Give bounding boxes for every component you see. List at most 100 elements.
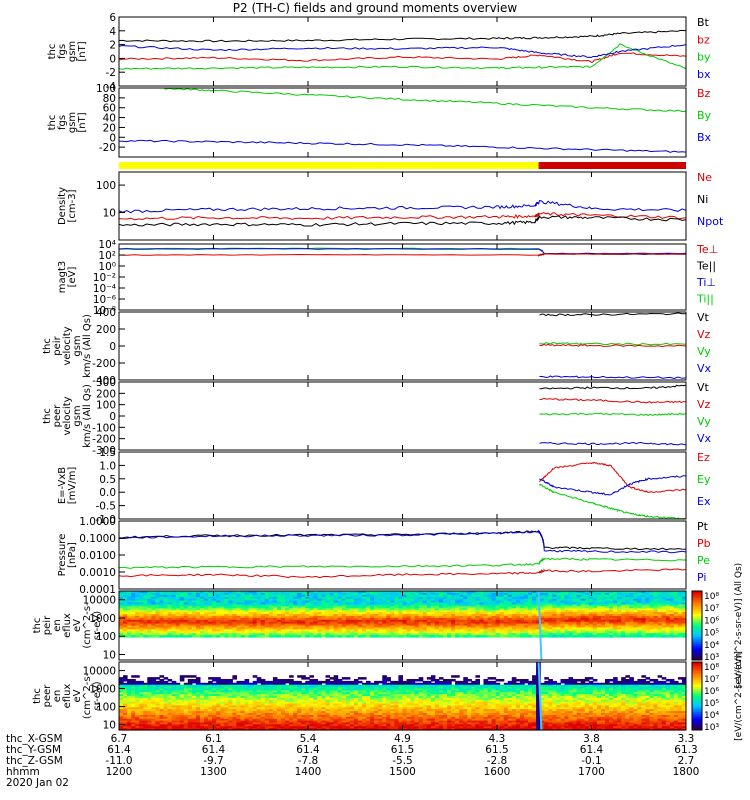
panel-10-spectrogram-cell [374, 596, 379, 600]
panel-10-spectrogram-cell [357, 602, 363, 605]
panel-10-spectrogram-cell [281, 615, 286, 619]
panel-11-spectrogram-cell [167, 720, 173, 724]
panel-10-spectrogram-cell [135, 612, 140, 615]
panel-11-spectrogram-cell [139, 703, 144, 707]
panel-10-spectrogram-cell [163, 633, 169, 636]
panel-10-spectrogram-cell [645, 596, 651, 600]
panel-10-spectrogram-cell [228, 598, 233, 602]
panel-10-spectrogram-cell [621, 633, 626, 636]
panel-10-spectrogram-cell [390, 635, 395, 638]
panel-11-spectrogram-cell [301, 686, 306, 690]
panel-10-spectrogram-cell [588, 627, 594, 630]
panel-10-spectrogram-cell [438, 625, 444, 628]
panel-10-spectrogram-cell [337, 592, 343, 596]
panel-11-spectrogram-cell [293, 705, 298, 708]
panel-11-spectrogram-cell [297, 707, 302, 710]
panel-11-spectrogram-cell [220, 726, 225, 729]
panel-10-spectrogram-cell [309, 635, 314, 638]
panel-10-spectrogram-cell [455, 591, 460, 594]
panel-2-ytick-label: 100 [96, 83, 116, 95]
panel-10-spectrogram-cell [374, 598, 379, 602]
panel-11-spectrogram-cell [293, 720, 298, 724]
panel-10-spectrogram-cell [349, 621, 355, 625]
panel-11-spectrogram-cell [224, 701, 229, 705]
panel-10-spectrogram-cell [528, 615, 533, 619]
panel-10-spectrogram-cell [329, 596, 335, 600]
panel-11-spectrogram-cell [309, 709, 314, 712]
panel-10-spectrogram-cell [406, 592, 412, 596]
panel-10-spectrogram-cell [653, 614, 659, 617]
panel-10-spectrogram-cell [305, 625, 310, 628]
panel-11-spectrogram-cell [131, 692, 136, 695]
panel-10-spectrogram-cell [252, 596, 258, 600]
panel-10-spectrogram-cell [187, 614, 193, 617]
panel-10-spectrogram-cell [301, 592, 306, 596]
panel-10-spectrogram-cell [131, 631, 136, 634]
panel-10-spectrogram-cell [532, 619, 537, 623]
panel-10-spectrogram-cell [677, 625, 683, 628]
panel-10-spectrogram-cell [613, 610, 618, 613]
panel-11-spectrogram-cell [119, 728, 124, 731]
panel-10-spectrogram-cell [204, 621, 209, 625]
panel-10-spectrogram-cell [216, 633, 221, 636]
panel-11-spectrogram-cell [187, 697, 193, 701]
panel-10-spectrogram-cell [268, 592, 274, 596]
panel-11-spectrogram-cell [216, 694, 221, 697]
panel-11-spectrogram-cell [139, 709, 144, 712]
panel-11-spectrogram-cell [264, 728, 270, 731]
panel-10-spectrogram-cell [321, 602, 327, 605]
panel-10-spectrogram-cell [576, 594, 582, 598]
panel-11-spectrogram-cell [272, 682, 278, 686]
panel-10-spectrogram-cell [596, 598, 602, 602]
panel-11-spectrogram-cell [305, 696, 310, 699]
panel-10-spectrogram-cell [467, 633, 472, 636]
panel-10-spectrogram-cell [349, 623, 355, 627]
panel-11-spectrogram-cell [313, 686, 318, 690]
panel-10-spectrogram-cell [657, 608, 663, 611]
panel-10-spectrogram-cell [653, 602, 659, 605]
panel-10-spectrogram-cell [204, 602, 209, 605]
panel-5-legend-te: Te⊥ [696, 243, 718, 256]
panel-11-spectrogram-cell [183, 711, 189, 714]
panel-10-spectrogram-cell [613, 606, 618, 609]
panel-10-spectrogram-cell [195, 627, 201, 630]
panel-10-spectrogram-cell [451, 598, 456, 602]
panel-10-spectrogram-cell [483, 608, 489, 611]
panel-11-spectrogram-cell [135, 682, 140, 686]
panel-11-spectrogram-cell [240, 720, 246, 724]
panel-11-spectrogram-cell [305, 682, 310, 686]
panel-11-spectrogram-cell [276, 701, 282, 705]
panel-10-spectrogram-cell [236, 625, 241, 628]
panel-10-spectrogram-cell [264, 594, 270, 598]
panel-11-spectrogram-cell [187, 692, 193, 695]
panel-11-spectrogram-cell [297, 701, 302, 705]
panel-10-spectrogram-cell [119, 594, 124, 598]
panel-11-spectrogram-cell [167, 726, 173, 729]
panel-10-spectrogram-cell [540, 598, 545, 602]
panel-10-spectrogram-cell [447, 591, 452, 594]
panel-10-spectrogram-cell [402, 592, 408, 596]
panel-10-spectrogram-cell [406, 610, 412, 613]
panel-11-spectrogram-cell [208, 718, 213, 722]
panel-11-spectrogram-cell [256, 697, 262, 701]
panel-10-spectrogram-cell [430, 614, 436, 617]
panel-10-spectrogram-cell [447, 606, 452, 609]
panel-11-spectrogram-cell [163, 718, 169, 722]
panel-8-ylabel: [mV/m] [67, 467, 78, 505]
panel-10-spectrogram-cell [596, 608, 602, 611]
panel-11-spectrogram-cell [191, 728, 197, 731]
panel-1-ytick-label: 4 [109, 26, 116, 38]
panel-10-spectrogram-cell [398, 627, 403, 630]
panel-10-spectrogram-cell [406, 614, 412, 617]
panel-10-spectrogram-cell [471, 623, 476, 627]
panel-11-spectrogram-cell [167, 722, 173, 725]
panel-10-spectrogram-cell [669, 615, 675, 619]
panel-7-ytick-label: 200 [96, 388, 116, 400]
panel-10-spectrogram-cell [293, 602, 298, 605]
panel-11-spectrogram-cell [175, 688, 181, 691]
panel-9-frame [118, 520, 687, 590]
panel-11-spectrogram-cell [244, 711, 250, 714]
panel-11-spectrogram-cell [187, 688, 193, 691]
panel-11-spectrogram-cell [159, 703, 165, 707]
panel-11-spectrogram-cell [127, 728, 132, 731]
